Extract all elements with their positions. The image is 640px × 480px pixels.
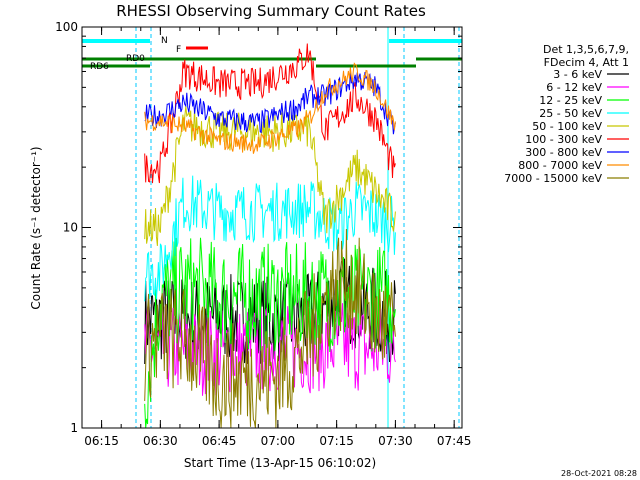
series-layer (144, 43, 396, 429)
legend-entry-label: 300 - 800 keV (525, 146, 602, 159)
legend-entry-label: 100 - 300 keV (525, 133, 602, 146)
x-tick-label: 06:15 (84, 434, 119, 448)
annotation-rd0: RD0 (126, 54, 145, 64)
legend-entry-label: 7000 - 15000 keV (504, 172, 602, 185)
observing-mode-overlays: NF RD0 RD6 (82, 27, 462, 428)
y-tick-label: 1 (70, 421, 78, 435)
footer-date: 28-Oct-2021 08:28 (561, 469, 637, 478)
series-line-9 (144, 228, 396, 429)
annotation-rd6: RD6 (90, 62, 109, 72)
legend-entry-label: 800 - 7000 keV (518, 159, 602, 172)
x-tick-label: 07:45 (437, 434, 472, 448)
x-tick-label: 06:45 (202, 434, 237, 448)
series-line-5 (144, 106, 396, 246)
y-tick-label: 100 (55, 20, 78, 34)
series-line-4 (144, 175, 396, 302)
axes: 06:15 06:30 06:45 07:00 07:15 07:30 07:45 1 10 10… (55, 20, 471, 448)
legend-entry-label: 50 - 100 keV (532, 120, 602, 133)
series-line-2 (144, 302, 396, 396)
series-line-7 (144, 69, 396, 135)
legend-entry-label: 12 - 25 keV (539, 94, 602, 107)
x-tick-label: 07:00 (261, 434, 296, 448)
legend-header: Det 1,3,5,6,7,9, (543, 43, 629, 56)
chart-title: RHESSI Observing Summary Count Rates (116, 2, 426, 20)
legend-entry-label: 25 - 50 keV (539, 107, 602, 120)
legend-header: FDecim 4, Att 1 (544, 56, 629, 69)
x-tick-label: 07:15 (319, 434, 354, 448)
annotation-f: F (176, 45, 181, 55)
annotation-n: N (161, 36, 168, 46)
legend: Det 1,3,5,6,7,9,FDecim 4, Att 13 - 6 keV… (504, 43, 629, 185)
y-axis-label: Count Rate (s⁻¹ detector⁻¹) (29, 146, 43, 309)
legend-entry-label: 3 - 6 keV (553, 68, 602, 81)
x-tick-label: 06:30 (143, 434, 178, 448)
series-line-8 (144, 62, 396, 154)
series-line-3 (144, 237, 396, 429)
legend-entry-label: 6 - 12 keV (546, 81, 602, 94)
x-tick-label: 07:30 (378, 434, 413, 448)
x-axis-label: Start Time (13-Apr-15 06:10:02) (184, 456, 376, 470)
y-tick-label: 10 (63, 221, 78, 235)
